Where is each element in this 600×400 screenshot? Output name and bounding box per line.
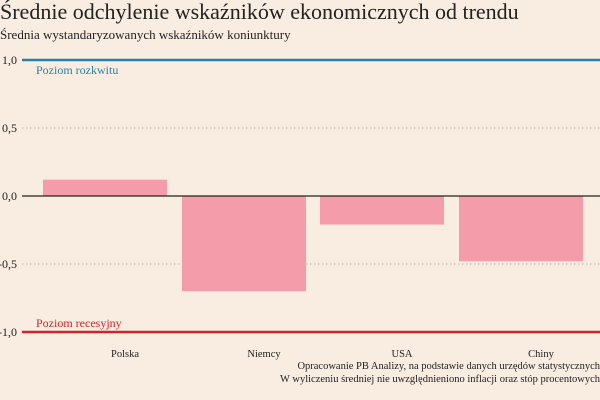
y-tick-label: 1,0 bbox=[2, 53, 17, 67]
reference-label: Poziom rozkwitu bbox=[36, 63, 118, 77]
y-tick-label: 0,5 bbox=[2, 121, 17, 135]
footnote-source: Opracowanie PB Analizy, na podstawie dan… bbox=[297, 361, 600, 372]
bar-chiny bbox=[459, 196, 583, 262]
y-tick-label: -0,5 bbox=[0, 257, 17, 271]
bar-usa bbox=[320, 196, 444, 225]
chart-subtitle: Średnia wystandaryzowanych wskaźników ko… bbox=[0, 27, 291, 42]
category-label: Chiny bbox=[528, 349, 554, 360]
chart-title: Średnie odchylenie wskaźników ekonomiczn… bbox=[0, 0, 519, 24]
y-tick-label: -1,0 bbox=[0, 325, 17, 339]
y-tick-label: 0,0 bbox=[2, 189, 17, 203]
category-label: USA bbox=[391, 349, 412, 360]
bar-niemcy bbox=[182, 196, 306, 292]
footnote-method: W wyliczeniu średniej nie uwzględnienion… bbox=[280, 374, 600, 385]
category-label: Niemcy bbox=[247, 349, 281, 360]
bar-polska bbox=[43, 179, 167, 196]
reference-label: Poziom recesyjny bbox=[36, 316, 122, 330]
category-label: Polska bbox=[111, 349, 139, 360]
